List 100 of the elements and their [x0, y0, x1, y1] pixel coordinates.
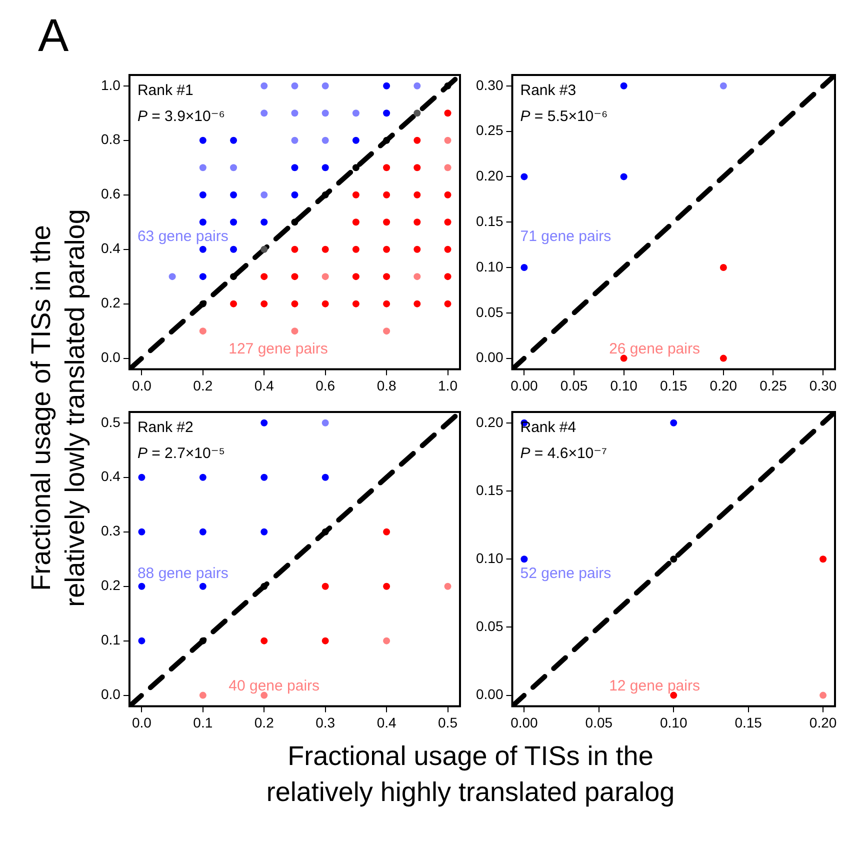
point	[199, 328, 206, 335]
point	[199, 637, 206, 644]
point	[291, 273, 298, 280]
point	[352, 300, 360, 308]
point	[444, 246, 452, 253]
point	[291, 110, 298, 117]
point	[230, 191, 238, 198]
annotation: 12 gene pairs	[609, 677, 700, 694]
x-tick-label: 0.3	[316, 714, 336, 730]
y-tick-label: 0.20	[476, 414, 504, 430]
point	[291, 136, 298, 144]
point	[322, 528, 329, 536]
point	[199, 273, 206, 280]
point	[322, 474, 329, 481]
y-tick-label: 0.15	[476, 482, 504, 498]
point	[199, 246, 206, 253]
annotation: Rank #3	[520, 82, 576, 100]
point	[383, 82, 390, 90]
point	[199, 692, 206, 699]
point	[260, 110, 268, 117]
point	[260, 528, 268, 536]
point	[291, 191, 298, 198]
x-tick-label: 0.6	[316, 377, 336, 394]
point	[414, 218, 421, 226]
point	[352, 191, 360, 198]
point	[352, 164, 360, 172]
x-tick-label: 0.25	[760, 377, 788, 394]
point	[230, 300, 238, 308]
point	[168, 273, 176, 280]
annotation: 40 gene pairs	[228, 677, 320, 694]
point	[444, 164, 452, 172]
point	[199, 218, 206, 226]
point	[291, 164, 298, 172]
point	[352, 110, 360, 117]
point	[260, 300, 268, 308]
x-tick-label: 0.4	[254, 377, 274, 394]
y-tick-label: 0.10	[476, 550, 504, 566]
annotation: P = 3.9×10⁻⁶	[137, 108, 225, 126]
point	[444, 110, 452, 117]
x-tick-label: 0.2	[193, 377, 213, 394]
point	[322, 582, 329, 590]
point	[620, 173, 628, 180]
y-tick-label: 0.2	[100, 294, 121, 311]
point	[322, 191, 329, 198]
x-tick-label: 0.30	[809, 377, 837, 394]
point	[260, 582, 268, 590]
point	[444, 218, 452, 226]
point	[444, 136, 452, 144]
y-tick-label: 0.8	[100, 131, 121, 148]
point	[520, 173, 528, 180]
point	[199, 191, 206, 198]
point	[383, 218, 390, 226]
annotation: 26 gene pairs	[609, 340, 700, 358]
y-tick-label: 0.05	[476, 618, 504, 634]
x-tick-label: 0.05	[560, 377, 588, 394]
point	[199, 300, 206, 308]
point	[383, 246, 390, 253]
point	[322, 300, 329, 308]
point	[414, 273, 421, 280]
point	[260, 191, 268, 198]
x-tick-label: 0.8	[376, 377, 396, 394]
x-tick-label: 0.00	[510, 714, 538, 730]
point	[414, 136, 421, 144]
x-tick-label: 0.4	[376, 714, 396, 730]
point	[230, 246, 238, 253]
point	[383, 110, 390, 117]
point	[520, 264, 528, 271]
point	[322, 164, 329, 172]
point	[199, 528, 206, 536]
point	[291, 218, 298, 226]
point	[414, 246, 421, 253]
x-tick-label: 0.15	[734, 714, 762, 730]
point	[322, 110, 329, 117]
annotation: P = 4.6×10⁻⁷	[520, 445, 608, 462]
point	[260, 474, 268, 481]
x-tick-label: 0.00	[510, 377, 538, 394]
annotation: Rank #4	[520, 419, 576, 436]
point	[414, 110, 421, 117]
point	[383, 136, 390, 144]
point	[383, 582, 390, 590]
point	[138, 637, 146, 644]
y-tick-label: 0.25	[476, 122, 504, 138]
point	[322, 82, 329, 90]
y-tick-label: 0.1	[100, 632, 121, 648]
point	[322, 136, 329, 144]
point	[444, 582, 452, 590]
y-tick-label: 0.2	[100, 577, 121, 594]
y-tick-label: 0.0	[100, 349, 121, 366]
point	[820, 692, 827, 699]
point	[230, 164, 238, 172]
point	[260, 273, 268, 280]
y-tick-label: 0.20	[476, 168, 504, 184]
annotation: P = 2.7×10⁻⁵	[137, 445, 225, 462]
point	[670, 556, 678, 563]
y-tick-label: 0.0	[100, 686, 121, 702]
point	[291, 300, 298, 308]
annotation: 127 gene pairs	[228, 340, 328, 358]
point	[322, 637, 329, 644]
x-tick-label: 0.5	[438, 714, 458, 730]
y-tick-label: 0.05	[476, 304, 504, 320]
